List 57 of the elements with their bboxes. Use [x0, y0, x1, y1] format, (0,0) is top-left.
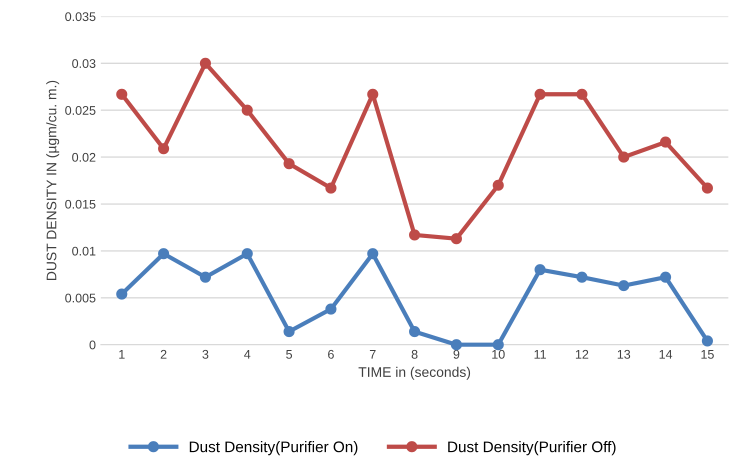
x-tick-label: 3 — [202, 350, 208, 359]
x-tick-label: 9 — [454, 350, 460, 359]
y-tick-label: 0.01 — [72, 246, 96, 256]
x-tick-label: 1 — [119, 350, 125, 359]
point — [200, 272, 211, 283]
point — [702, 335, 713, 347]
point — [409, 229, 420, 241]
point — [534, 264, 546, 276]
y-tick-label: 0.035 — [65, 12, 96, 22]
point — [325, 182, 336, 194]
x-axis-title: TIME in (seconds) — [358, 366, 470, 380]
point — [158, 143, 170, 154]
point — [325, 304, 336, 315]
y-tick-label: 0.03 — [72, 59, 96, 68]
point — [116, 288, 128, 300]
y-tick-label: 0.025 — [65, 106, 96, 115]
y-tick-label: 0 — [90, 340, 96, 350]
x-tick-label: 14 — [660, 350, 672, 359]
y-tick-label: 0.005 — [65, 294, 96, 302]
point — [534, 88, 546, 100]
point — [660, 136, 672, 148]
point — [409, 326, 420, 338]
point — [158, 248, 170, 260]
x-tick-label: 15 — [701, 350, 714, 359]
point — [284, 326, 295, 338]
point — [618, 152, 630, 163]
point — [492, 339, 504, 350]
x-tick-label: 12 — [576, 350, 588, 359]
point — [450, 339, 462, 350]
x-tick-label: 6 — [328, 350, 334, 359]
point — [492, 180, 504, 191]
point — [450, 233, 462, 244]
y-tick-label: 0.015 — [65, 200, 96, 209]
point — [242, 248, 253, 260]
legend-label: Dust Density(Purifier On) — [190, 441, 358, 456]
point — [284, 158, 295, 170]
point — [116, 88, 128, 100]
x-tick-label: 5 — [286, 350, 292, 359]
x-tick-label: 7 — [370, 350, 376, 359]
point — [660, 272, 672, 283]
point — [576, 88, 588, 100]
point — [618, 280, 630, 292]
x-tick-label: 11 — [534, 350, 546, 359]
legend-label: Dust Density(Purifier Off) — [448, 441, 616, 456]
x-tick-label: 8 — [412, 350, 418, 359]
x-tick-label: 10 — [492, 350, 505, 359]
x-tick-label: 2 — [160, 350, 166, 359]
point — [367, 248, 378, 260]
x-tick-label: 4 — [244, 350, 250, 359]
point — [702, 182, 713, 194]
y-tick-label: 0.02 — [72, 152, 96, 162]
y-axis-title: DUST DENSITY IN (µgm/cu. m.) — [46, 80, 60, 280]
point — [200, 58, 211, 69]
x-tick-label: 13 — [618, 350, 630, 359]
point — [576, 272, 588, 283]
point — [367, 88, 378, 100]
point — [242, 104, 253, 116]
